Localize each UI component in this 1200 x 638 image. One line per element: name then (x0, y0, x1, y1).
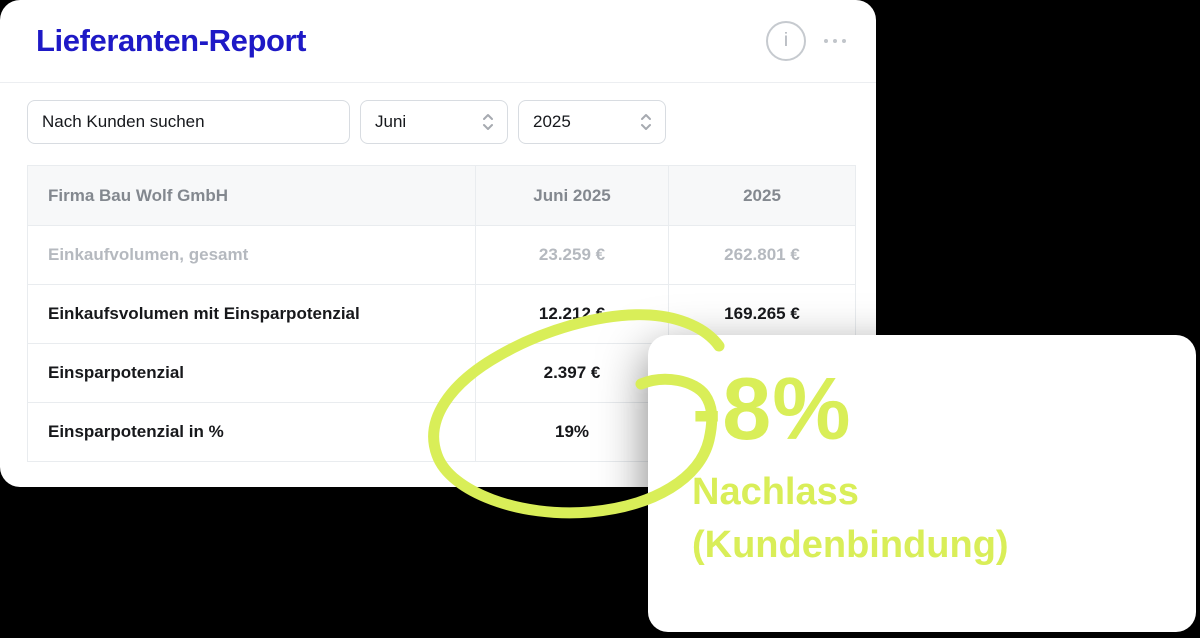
header-actions: i (766, 0, 848, 82)
year-select-value: 2025 (533, 112, 571, 131)
year-value-cell: 262.801 € (668, 225, 856, 285)
ellipsis-dot (833, 39, 837, 43)
filter-bar: Juni 2025 (27, 100, 666, 144)
table-header-row: Firma Bau Wolf GmbH Juni 2025 2025 (27, 165, 856, 226)
discount-label-line1: Nachlass (692, 470, 859, 513)
table-row: Einkaufvolumen, gesamt 23.259 € 262.801 … (27, 225, 856, 285)
report-card-header: Lieferanten-Report i (0, 0, 876, 83)
month-select[interactable]: Juni (360, 100, 508, 144)
discount-value: -8% (692, 359, 852, 458)
customer-search-input[interactable] (27, 100, 350, 144)
row-label-cell: Einkaufvolumen, gesamt (27, 225, 476, 285)
row-label-cell: Einkaufsvolumen mit Einsparpotenzial (27, 284, 476, 344)
discount-label: Nachlass (Kundenbindung) (692, 466, 1166, 572)
ellipsis-dot (824, 39, 828, 43)
discount-callout-card: -8% Nachlass (Kundenbindung) (648, 335, 1196, 632)
row-label-cell: Einsparpotenzial (27, 343, 476, 403)
year-select[interactable]: 2025 (518, 100, 666, 144)
column-header-month: Juni 2025 (475, 165, 669, 226)
month-select-value: Juni (375, 112, 407, 131)
row-label-cell: Einsparpotenzial in % (27, 402, 476, 462)
info-icon-glyph: i (783, 30, 789, 51)
info-icon[interactable]: i (766, 21, 806, 61)
ellipsis-dot (842, 39, 846, 43)
discount-label-line2: (Kundenbindung) (692, 523, 1009, 566)
ellipsis-icon[interactable] (822, 33, 848, 49)
column-header-company: Firma Bau Wolf GmbH (27, 165, 476, 226)
month-value-cell: 2.397 € (475, 343, 669, 403)
page-title: Lieferanten-Report (36, 23, 307, 58)
chevron-up-down-icon (483, 114, 493, 130)
month-value-cell: 12.212 € (475, 284, 669, 344)
month-value-cell: 23.259 € (475, 225, 669, 285)
month-value-cell: 19% (475, 402, 669, 462)
chevron-up-down-icon (641, 114, 651, 130)
column-header-year: 2025 (668, 165, 856, 226)
